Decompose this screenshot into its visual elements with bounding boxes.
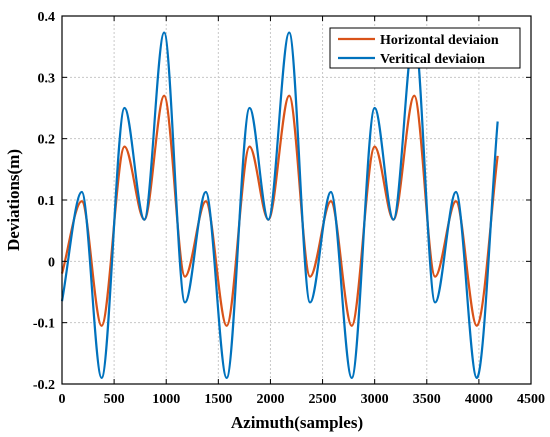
x-tick-label: 3500 <box>413 392 441 407</box>
x-tick-label: 2000 <box>256 392 284 407</box>
x-tick-label: 4500 <box>517 392 545 407</box>
y-axis-title: Deviations(m) <box>4 149 23 251</box>
legend: Horizontal deviaion Veritical deviaion <box>329 27 521 69</box>
x-tick-label: 0 <box>59 392 66 407</box>
legend-label-vertical: Veritical deviaion <box>380 52 485 67</box>
y-tick-label: 0.3 <box>38 71 56 86</box>
x-tick-labels: 0 500 1000 1500 2000 2500 3000 3500 4000 4500 <box>59 392 546 407</box>
x-tick-label: 3000 <box>361 392 389 407</box>
y-tick-label: 0.4 <box>38 10 56 25</box>
x-tick-label: 500 <box>104 392 125 407</box>
legend-label-horizontal: Horizontal deviaion <box>380 33 499 48</box>
grid-lines <box>62 16 531 384</box>
x-tick-label: 4000 <box>465 392 493 407</box>
series-line-vertical <box>60 31 499 379</box>
x-tick-label: 1500 <box>204 392 232 407</box>
x-tick-label: 2500 <box>309 392 337 407</box>
y-tick-label: -0.1 <box>33 317 55 332</box>
y-tick-label: -0.2 <box>33 378 55 393</box>
y-tick-label: 0.1 <box>38 194 56 209</box>
y-tick-label: 0.2 <box>38 133 56 148</box>
series-lines <box>60 31 499 379</box>
y-tick-label: 0 <box>48 255 55 270</box>
x-tick-label: 1000 <box>152 392 180 407</box>
legend-box <box>329 27 521 69</box>
tick-marks <box>61 15 532 385</box>
x-axis-title: Azimuth(samples) <box>231 413 363 432</box>
y-tick-labels: -0.2 -0.1 0 0.1 0.2 0.3 0.4 <box>33 10 55 393</box>
